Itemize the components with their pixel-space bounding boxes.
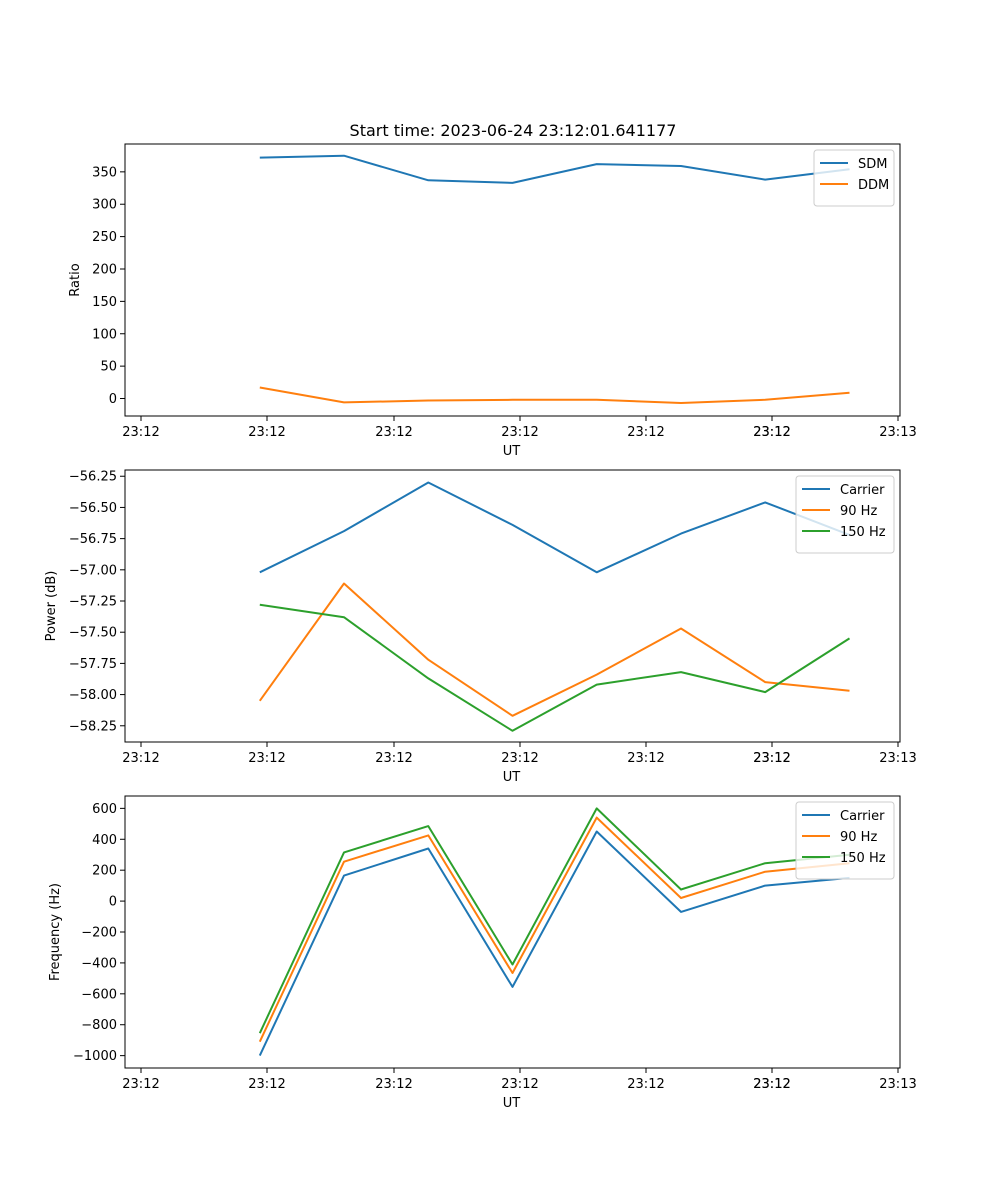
frequency-panel: 600 400 200 0 −200 −400 −600 −800 −1000 23:12 23:1… (48, 795, 917, 1111)
y-tick-label: −57.00 (69, 563, 117, 578)
y-tick-label: 150 (92, 295, 117, 310)
y-axis-label: Frequency (Hz) (48, 883, 63, 981)
x-tick-label: 23:12 (248, 425, 285, 440)
y-tick-label: −57.50 (69, 626, 117, 641)
x-axis-label: UT (503, 770, 521, 785)
x-tick-label: 23:12 (501, 1077, 538, 1092)
y-axis-label: Ratio (68, 263, 83, 296)
y-tick-label: −400 (81, 956, 117, 971)
y-tick-label: −56.75 (69, 532, 117, 547)
legend-label: 150 Hz (840, 525, 886, 540)
series-line-ddm (259, 386, 850, 404)
legend (795, 475, 895, 554)
x-tick-label: 23:12 (122, 751, 159, 766)
y-tick-label: −1000 (73, 1049, 117, 1064)
axes-frame (124, 795, 901, 1069)
y-tick-label: −57.25 (69, 595, 117, 610)
series-line-carrier (259, 481, 850, 574)
chart-title: Start time: 2023-06-24 23:12:01.641177 (350, 121, 677, 140)
y-tick-label: 250 (92, 230, 117, 245)
legend-label: DDM (858, 178, 889, 193)
series-line-90-hz (258, 582, 850, 717)
axes-frame (124, 143, 901, 417)
y-tick-label: 50 (100, 360, 117, 375)
x-tick-label: 23:12 (248, 1077, 285, 1092)
y-tick-label: −800 (81, 1018, 117, 1033)
y-tick-label: −600 (81, 987, 117, 1002)
series-line-90-hz (258, 816, 850, 1043)
series-line-150-hz (259, 603, 851, 732)
ratio-panel: 0 50 100 150 200 250 300 350 23:12 23:12 23:12 23:1… (68, 143, 917, 459)
x-tick-label: 23:12 (753, 425, 790, 440)
x-tick-label: 23:13 (879, 425, 916, 440)
x-tick-label: 23:12 (122, 1077, 159, 1092)
y-tick-label: 350 (92, 165, 117, 180)
y-tick-label: 100 (92, 327, 117, 342)
x-tick-label: 23:13 (879, 751, 916, 766)
power-panel: −56.25 −56.50 −56.75 −57.00 −57.25 −57.50 −57.… (44, 469, 917, 785)
x-tick-label: 23:12 (375, 1077, 412, 1092)
x-axis-label: UT (503, 1096, 521, 1111)
axes-frame (124, 469, 901, 743)
x-tick-label: 23:12 (122, 425, 159, 440)
x-tick-label: 23:12 (501, 751, 538, 766)
x-tick-label: 23:12 (753, 751, 790, 766)
y-axis-label: Power (dB) (44, 571, 59, 642)
legend-label: SDM (858, 157, 887, 172)
x-tick-label: 23:12 (627, 1077, 664, 1092)
y-tick-label: −200 (81, 926, 117, 941)
x-tick-label: 23:12 (627, 425, 664, 440)
y-tick-label: 0 (109, 392, 117, 407)
x-tick-label: 23:13 (879, 1077, 916, 1092)
y-tick-label: −56.25 (69, 470, 117, 485)
series-line-150-hz (258, 807, 850, 1034)
y-tick-label: −58.25 (69, 719, 117, 734)
legend-label: 90 Hz (840, 830, 877, 845)
legend (795, 801, 895, 880)
x-tick-label: 23:12 (753, 751, 790, 766)
y-tick-label: 0 (109, 895, 117, 910)
x-tick-label: 23:12 (753, 1077, 790, 1092)
legend-label: 150 Hz (840, 851, 886, 866)
y-tick-label: −56.50 (69, 501, 117, 516)
x-tick-label: 23:12 (375, 751, 412, 766)
series-line-sdm (259, 154, 850, 184)
x-tick-label: 23:12 (501, 425, 538, 440)
y-tick-label: 600 (92, 802, 117, 817)
legend-label: 90 Hz (840, 504, 877, 519)
x-tick-label: 23:12 (375, 425, 412, 440)
y-tick-label: −57.75 (69, 657, 117, 672)
x-tick-label: 23:12 (248, 751, 285, 766)
legend-label: Carrier (840, 809, 885, 824)
y-tick-label: 200 (92, 864, 117, 879)
y-tick-label: 400 (92, 833, 117, 848)
y-tick-label: 300 (92, 198, 117, 213)
legend-label: Carrier (840, 483, 885, 498)
y-tick-label: 200 (92, 262, 117, 277)
series-line-carrier (258, 830, 850, 1057)
x-tick-label: 23:12 (627, 751, 664, 766)
x-tick-label: 23:12 (753, 1077, 790, 1092)
x-axis-label: UT (503, 444, 521, 459)
y-tick-label: −58.00 (69, 688, 117, 703)
x-tick-label: 23:12 (753, 425, 790, 440)
